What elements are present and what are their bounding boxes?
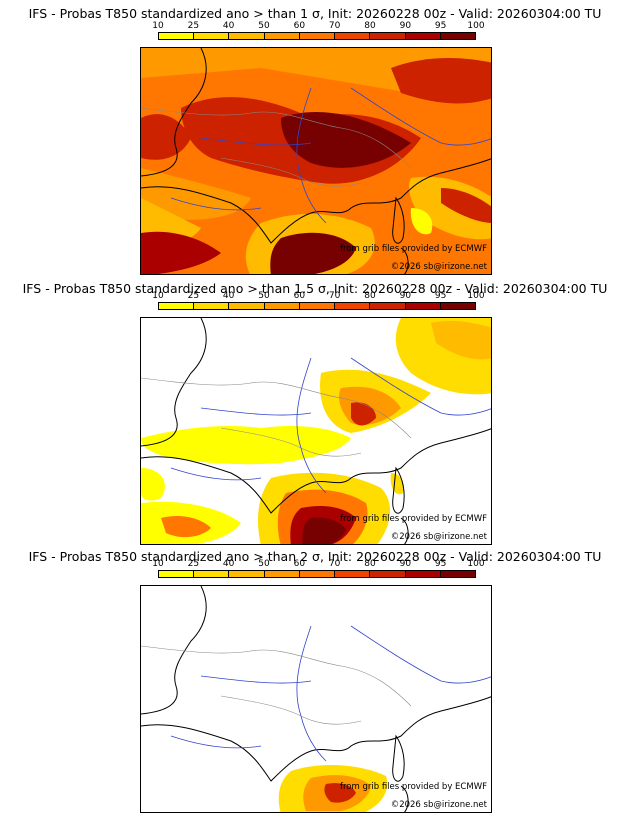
colorbar-swatch: [159, 33, 195, 39]
colorbar-tick-label: 40: [222, 559, 235, 569]
panel-1-field: [141, 48, 491, 274]
panel-1-source-credit: from grib files provided by ECMWF: [340, 244, 487, 254]
colorbar-tick-label: 50: [258, 21, 270, 31]
colorbar-tick-label: 25: [187, 559, 200, 569]
colorbar-tick-label: 95: [434, 291, 447, 301]
panel-2-title: IFS - Probas T850 standardized ano > tha…: [22, 281, 608, 296]
panel-2-map: from grib files provided by ECMWF ©2026 …: [140, 317, 492, 545]
colorbar-tick-label: 90: [399, 21, 412, 31]
colorbar-swatch: [440, 571, 475, 577]
colorbar-swatch: [299, 33, 336, 39]
colorbar-swatch: [229, 571, 265, 577]
colorbar-tick-label: 70: [328, 21, 341, 31]
colorbar-swatch: [440, 33, 475, 39]
colorbar-tick-label: 95: [434, 21, 447, 31]
panel-2-copyright: ©2026 sb@irizone.net: [390, 532, 487, 542]
colorbar-tick-label: 100: [467, 21, 485, 31]
colorbar-tick-label: 25: [187, 291, 200, 301]
colorbar-tick-label: 50: [258, 291, 270, 301]
colorbar-tick-label: 100: [467, 559, 485, 569]
colorbar-swatch: [229, 303, 265, 309]
panel-3-source-credit: from grib files provided by ECMWF: [340, 782, 487, 792]
colorbar-tick-label: 95: [434, 559, 447, 569]
colorbar-swatch: [405, 571, 441, 577]
colorbar-swatch: [264, 571, 300, 577]
colorbar-swatch: [229, 33, 265, 39]
colorbar-tick-label: 100: [467, 291, 485, 301]
colorbar-swatch: [264, 303, 300, 309]
panel-3-map: from grib files provided by ECMWF ©2026 …: [140, 585, 492, 813]
colorbar-tick-label: 70: [328, 559, 341, 569]
colorbar-swatch: [370, 33, 406, 39]
colorbar-swatch: [335, 303, 371, 309]
colorbar-tick-label: 90: [399, 291, 412, 301]
colorbar-labels: 10 25 40 50 60 70 80 90 95 100: [152, 291, 484, 302]
panel-1-copyright: ©2026 sb@irizone.net: [390, 262, 487, 272]
panel-1-title: IFS - Probas T850 standardized ano > tha…: [28, 6, 602, 21]
colorbar-tick-label: 10: [152, 21, 164, 31]
panel-1-colorbar: 10 25 40 50 60 70 80 90 95 100: [152, 21, 485, 40]
panel-1-map: from grib files provided by ECMWF ©2026 …: [140, 47, 492, 275]
colorbar-tick-label: 40: [222, 291, 235, 301]
panel-2-colorbar: 10 25 40 50 60 70 80 90 95 100: [152, 291, 485, 310]
colorbar-swatches: [158, 302, 476, 310]
colorbar-swatch: [194, 571, 230, 577]
colorbar-swatch: [159, 571, 195, 577]
colorbar-swatch: [370, 571, 406, 577]
colorbar-swatch: [405, 33, 441, 39]
panel-3-field: [141, 586, 491, 812]
colorbar-tick-label: 80: [364, 559, 376, 569]
colorbar-tick-label: 80: [364, 291, 376, 301]
panel-2-field: [141, 318, 491, 544]
colorbar-swatch: [194, 303, 230, 309]
panel-3-title: IFS - Probas T850 standardized ano > tha…: [28, 549, 602, 564]
colorbar-swatch: [299, 571, 336, 577]
colorbar-tick-label: 60: [293, 21, 306, 31]
colorbar-swatches: [158, 32, 476, 40]
colorbar-swatch: [335, 33, 371, 39]
colorbar-swatch: [370, 303, 406, 309]
colorbar-tick-label: 40: [222, 21, 235, 31]
colorbar-labels: 10 25 40 50 60 70 80 90 95 100: [152, 559, 484, 570]
colorbar-tick-label: 10: [152, 291, 164, 301]
colorbar-labels: 10 25 40 50 60 70 80 90 95 100: [152, 21, 484, 32]
colorbar-tick-label: 80: [364, 21, 376, 31]
colorbar-swatch: [440, 303, 475, 309]
colorbar-tick-label: 60: [293, 559, 306, 569]
colorbar-tick-label: 60: [293, 291, 306, 301]
colorbar-tick-label: 50: [258, 559, 270, 569]
panel-3-colorbar: 10 25 40 50 60 70 80 90 95 100: [152, 559, 485, 578]
colorbar-swatch: [264, 33, 300, 39]
colorbar-swatch: [335, 571, 371, 577]
colorbar-swatch: [299, 303, 336, 309]
panel-3-copyright: ©2026 sb@irizone.net: [390, 800, 487, 810]
colorbar-tick-label: 70: [328, 291, 341, 301]
panel-2-source-credit: from grib files provided by ECMWF: [340, 514, 487, 524]
colorbar-tick-label: 25: [187, 21, 200, 31]
colorbar-tick-label: 10: [152, 559, 164, 569]
colorbar-tick-label: 90: [399, 559, 412, 569]
colorbar-swatch: [159, 303, 195, 309]
colorbar-swatches: [158, 570, 476, 578]
colorbar-swatch: [405, 303, 441, 309]
colorbar-swatch: [194, 33, 230, 39]
